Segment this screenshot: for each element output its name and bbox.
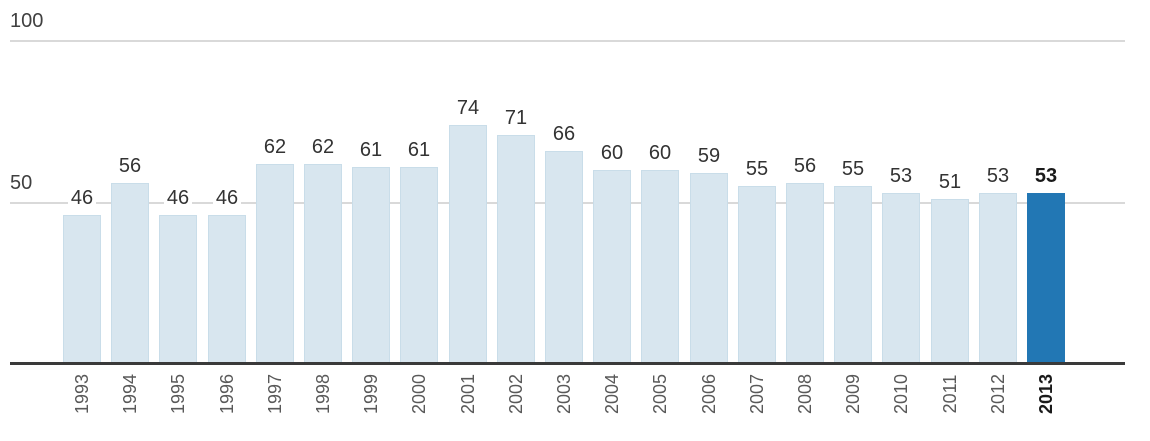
- x-tick-2011: 2011: [940, 374, 960, 414]
- x-tick-1994: 1994: [120, 373, 140, 415]
- bar-2008[interactable]: [786, 183, 824, 364]
- x-tick-1999: 1999: [361, 373, 381, 415]
- bar-value-2008: 56: [775, 155, 835, 177]
- y-axis-label-50: 50: [10, 172, 37, 195]
- x-tick-2010: 2010: [891, 373, 911, 415]
- bar-2009[interactable]: [834, 186, 872, 364]
- y-axis-label-100: 100: [10, 10, 48, 33]
- x-tick-2006: 2006: [699, 373, 719, 415]
- x-tick-2008: 2008: [795, 373, 815, 415]
- x-tick-2002: 2002: [506, 373, 526, 415]
- bar-value-1994: 56: [100, 155, 160, 177]
- bar-value-1996: 46: [197, 187, 257, 209]
- bar-value-1998: 62: [293, 136, 353, 158]
- bar-2001[interactable]: [449, 125, 487, 364]
- x-tick-2000: 2000: [409, 373, 429, 415]
- x-tick-1996: 1996: [217, 373, 237, 415]
- bar-value-2007: 55: [727, 158, 787, 180]
- bar-1997[interactable]: [256, 164, 294, 364]
- bar-value-2012: 53: [968, 165, 1028, 187]
- bar-value-2010: 53: [871, 165, 931, 187]
- x-tick-1995: 1995: [168, 373, 188, 415]
- x-tick-2003: 2003: [554, 373, 574, 415]
- bar-2004[interactable]: [593, 170, 631, 364]
- bar-1995[interactable]: [159, 215, 197, 364]
- bar-2000[interactable]: [400, 167, 438, 364]
- gridline-100: [10, 40, 1125, 42]
- bar-2013[interactable]: [1027, 193, 1065, 364]
- bar-value-2006: 59: [679, 145, 739, 167]
- x-tick-2012: 2012: [988, 373, 1008, 415]
- bar-1994[interactable]: [111, 183, 149, 364]
- x-tick-2005: 2005: [650, 373, 670, 415]
- bar-value-1999: 61: [341, 139, 401, 161]
- x-tick-2001: 2001: [458, 373, 478, 415]
- bar-value-2009: 55: [823, 158, 883, 180]
- bar-value-2000: 61: [389, 139, 449, 161]
- bar-value-1995: 46: [148, 187, 208, 209]
- bar-value-2004: 60: [582, 142, 642, 164]
- x-axis-line: [10, 362, 1125, 365]
- bar-value-2002: 71: [486, 107, 546, 129]
- x-tick-2013: 2013: [1036, 373, 1056, 415]
- bar-2011[interactable]: [931, 199, 969, 364]
- bar-1996[interactable]: [208, 215, 246, 364]
- bar-2003[interactable]: [545, 151, 583, 364]
- bar-2005[interactable]: [641, 170, 679, 364]
- bar-1993[interactable]: [63, 215, 101, 364]
- bar-value-2013: 53: [1016, 165, 1076, 187]
- x-tick-1998: 1998: [313, 373, 333, 415]
- bar-value-2003: 66: [534, 123, 594, 145]
- bar-1999[interactable]: [352, 167, 390, 364]
- bar-value-1993: 46: [52, 187, 112, 209]
- x-tick-1993: 1993: [72, 373, 92, 415]
- bar-1998[interactable]: [304, 164, 342, 364]
- bar-value-1997: 62: [245, 136, 305, 158]
- bar-value-2011: 51: [920, 171, 980, 193]
- x-tick-2007: 2007: [747, 373, 767, 415]
- bar-2006[interactable]: [690, 173, 728, 364]
- bar-value-2005: 60: [630, 142, 690, 164]
- x-tick-2009: 2009: [843, 373, 863, 415]
- bar-2002[interactable]: [497, 135, 535, 364]
- x-tick-2004: 2004: [602, 373, 622, 415]
- bar-2007[interactable]: [738, 186, 776, 364]
- bar-2010[interactable]: [882, 193, 920, 364]
- x-tick-1997: 1997: [265, 373, 285, 415]
- bar-value-2001: 74: [438, 97, 498, 119]
- bar-2012[interactable]: [979, 193, 1017, 364]
